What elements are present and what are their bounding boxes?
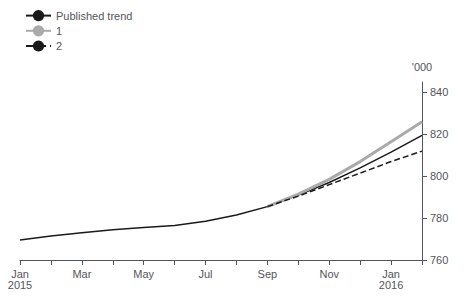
svg-text:1: 1 xyxy=(56,25,62,37)
svg-text:'000: '000 xyxy=(412,61,432,73)
svg-text:800: 800 xyxy=(430,170,448,182)
svg-text:May: May xyxy=(133,268,154,280)
svg-text:Mar: Mar xyxy=(72,268,91,280)
svg-text:Sep: Sep xyxy=(258,268,278,280)
svg-text:820: 820 xyxy=(430,128,448,140)
svg-text:2016: 2016 xyxy=(379,279,403,291)
svg-text:Published trend: Published trend xyxy=(56,10,132,22)
svg-text:Nov: Nov xyxy=(319,268,339,280)
svg-text:Jan: Jan xyxy=(11,267,29,280)
svg-text:Jul: Jul xyxy=(199,268,213,280)
svg-text:840: 840 xyxy=(430,86,448,98)
svg-text:2015: 2015 xyxy=(8,279,32,291)
svg-text:2: 2 xyxy=(56,40,62,52)
svg-text:Jan: Jan xyxy=(382,267,400,280)
svg-text:780: 780 xyxy=(430,212,448,224)
svg-text:760: 760 xyxy=(430,254,448,266)
